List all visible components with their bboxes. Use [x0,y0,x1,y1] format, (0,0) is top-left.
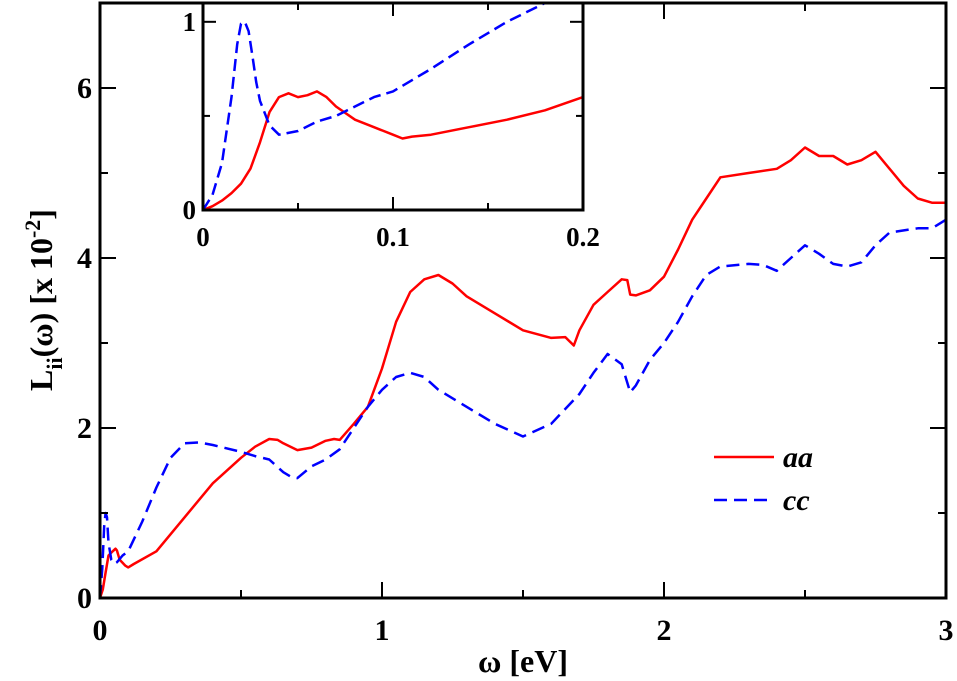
y-axis-title-tail: (ω) [x 10 [23,238,59,357]
main-series-group [98,146,947,599]
x-axis-title: ω [eV] [478,643,568,679]
y-tick-label: 2 [77,412,92,445]
y-tick-label: 0 [77,582,92,615]
y-axis-title: Lii(ω) [x 10-2] [20,209,67,391]
y-axis-title-sup: -2 [20,220,45,238]
legend: aa cc [714,441,813,517]
series-line-cc [98,218,947,599]
inset-plot: 0 0.1 0.2 0 1 [183,1,600,252]
y-axis-title-close: ] [23,209,59,220]
y-tick-label: 6 [77,72,92,105]
x-tick-label: 3 [939,614,954,647]
y-axis-title-base: L [23,370,59,391]
x-tick-label: 0 [93,614,108,647]
inset-series-line-cc [201,1,583,211]
inset-background [203,3,583,210]
inset-y-tick-label: 0 [183,195,197,225]
legend-label-cc: cc [783,484,810,517]
series-line-aa [98,146,946,599]
inset-tick-labels-group: 0 0.1 0.2 0 1 [183,7,600,252]
y-axis-title-sub: ii [42,357,67,369]
x-tick-label: 2 [657,614,672,647]
x-tick-label: 1 [375,614,390,647]
inset-x-tick-label: 0.1 [376,222,410,252]
y-tick-label: 4 [77,242,92,275]
inset-x-tick-label: 0 [196,222,210,252]
main-ticks-group [99,2,947,599]
inset-x-tick-label: 0.2 [566,222,600,252]
inset-y-tick-label: 1 [183,7,197,37]
inset-ticks-group [202,3,584,211]
main-tick-labels-group: 0 1 2 3 0 2 4 6 [77,72,954,647]
inset-series-line-aa [202,90,584,212]
legend-label-aa: aa [783,441,813,474]
inset-series-group [201,1,584,212]
